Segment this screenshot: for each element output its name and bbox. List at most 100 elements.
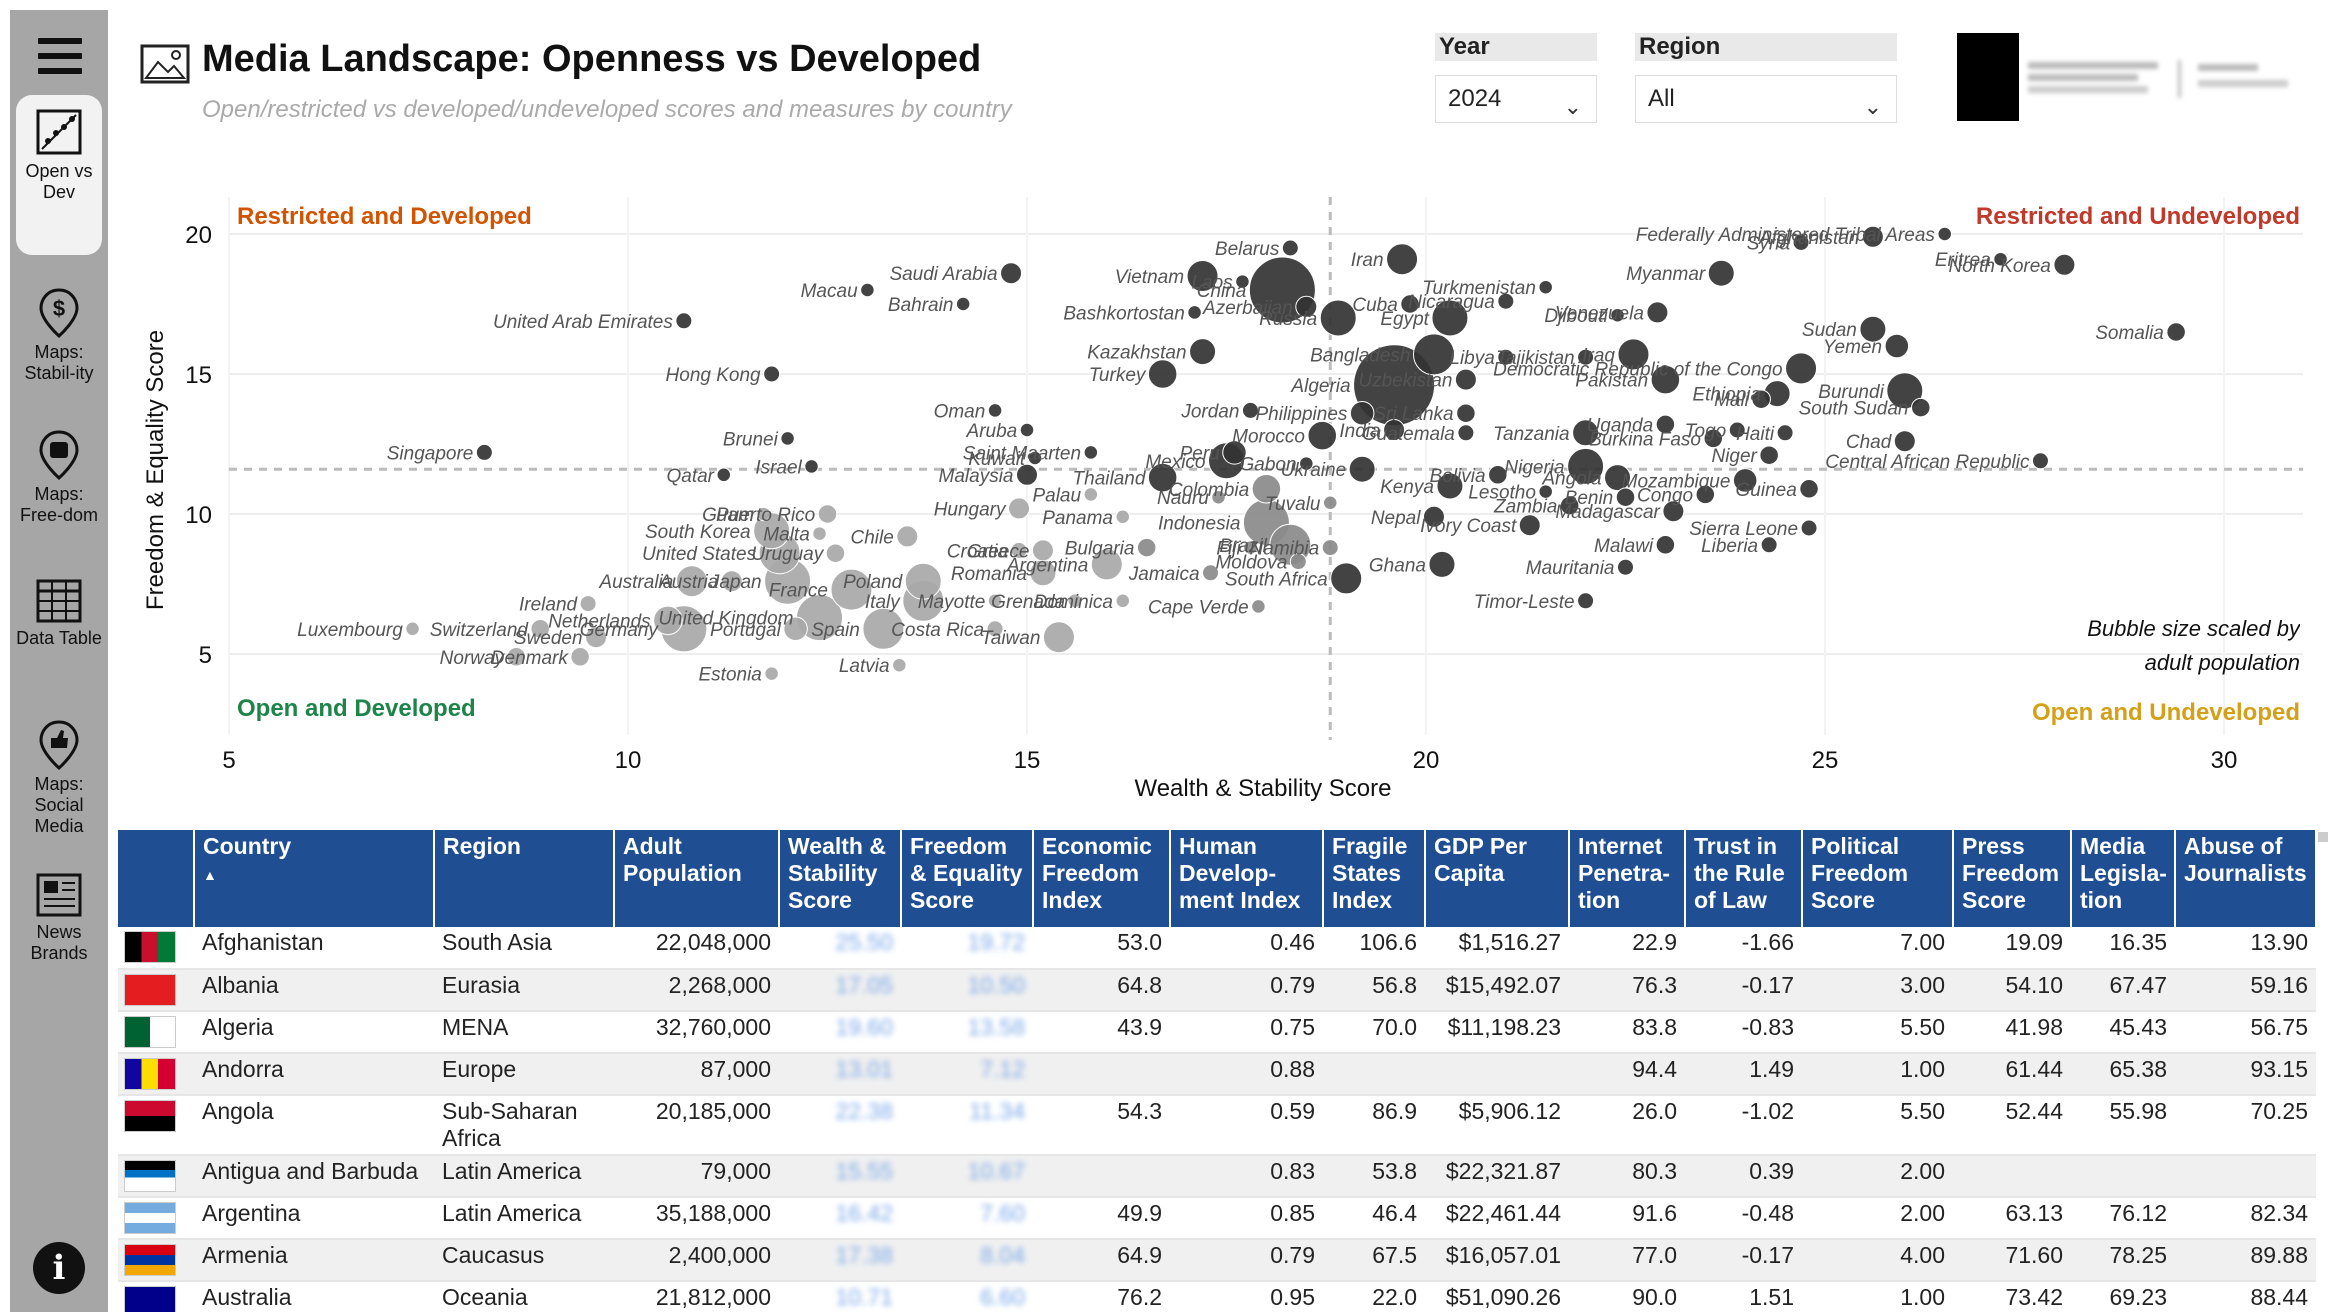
bubble-point <box>1147 359 1178 389</box>
table-row[interactable]: Afghanistan South Asia 22,048,000 25.50 19.7… <box>118 927 2316 970</box>
point-label: Democratic Republic of the Congo <box>1493 359 1782 380</box>
table-row[interactable]: Albania Eurasia 2,268,000 17.05 10.50 64.8 0.7… <box>118 969 2316 1012</box>
armenia-flag-icon <box>124 1244 176 1276</box>
point-label: Croatia <box>947 541 1008 562</box>
nav-news-brands[interactable]: News Brands <box>16 872 102 982</box>
sort-ascending-icon[interactable]: ▲ <box>203 867 217 883</box>
australia-flag-icon <box>124 1286 176 1312</box>
table-cell: 13.58 <box>901 1011 1033 1054</box>
table-cell: Afghanistan <box>194 927 434 970</box>
column-header[interactable] <box>118 830 195 927</box>
quadrant-label-top-right: Restricted and Undeveloped <box>1976 203 2300 230</box>
bubble-point <box>862 607 905 650</box>
region-dropdown[interactable]: All ⌄ <box>1635 75 1897 123</box>
column-header[interactable]: Human Develop-ment Index <box>1170 830 1324 927</box>
table-cell: Albania <box>194 969 434 1012</box>
table-cell: 106.6 <box>1323 927 1425 970</box>
bubble-point <box>830 568 873 611</box>
table-cell: MENA <box>434 1011 614 1054</box>
column-header[interactable]: GDP Per Capita <box>1425 830 1570 927</box>
point-label: Mozambique <box>1622 471 1731 492</box>
table-cell: 56.75 <box>2175 1011 2316 1054</box>
table-row[interactable]: Andorra Europe 87,000 13.01 7.12 0.88 94.4 1.49… <box>118 1053 2316 1096</box>
data-table: Country ▲ Region Adult Population Wealth & S… <box>118 830 2317 1312</box>
point-label: Hong Kong <box>666 365 762 386</box>
y-axis-label: Freedom & Equality Score <box>142 330 169 610</box>
table-cell: 94.4 <box>1569 1053 1685 1096</box>
nav-data-table[interactable]: Data Table <box>16 578 102 688</box>
point-label: Ireland <box>519 595 579 616</box>
table-cell: -0.17 <box>1685 969 1802 1012</box>
x-tick-label: 10 <box>615 747 642 774</box>
table-cell: 0.75 <box>1170 1011 1323 1054</box>
table-row[interactable]: Armenia Caucasus 2,400,000 17.38 8.04 64.9 0.7… <box>118 1239 2316 1282</box>
table-cell: 22.0 <box>1323 1281 1425 1312</box>
table-cell: $1,516.27 <box>1425 927 1569 970</box>
year-dropdown[interactable]: 2024 ⌄ <box>1435 75 1597 123</box>
table-cell: 4.00 <box>1802 1239 1953 1282</box>
column-header[interactable]: Media Legisla-tion <box>2071 830 2176 927</box>
point-label: Niger <box>1711 446 1757 467</box>
point-label: Cape Verde <box>1148 597 1249 618</box>
table-row[interactable]: Antigua and Barbuda Latin America 79,000 15… <box>118 1155 2316 1198</box>
point-label: Peru <box>1180 443 1221 464</box>
table-cell: $16,057.01 <box>1425 1239 1569 1282</box>
table-scrollbar[interactable] <box>2318 832 2328 842</box>
image-icon <box>140 44 190 84</box>
table-cell: 64.9 <box>1033 1239 1170 1282</box>
column-header[interactable]: Adult Population <box>614 830 780 927</box>
table-row[interactable]: Algeria MENA 32,760,000 19.60 13.58 43.9 0.75 7… <box>118 1011 2316 1054</box>
column-header[interactable]: Country ▲ <box>194 830 435 927</box>
table-row[interactable]: Argentina Latin America 35,188,000 16.42 7.6… <box>118 1197 2316 1240</box>
table-cell: 43.9 <box>1033 1011 1170 1054</box>
point-label: Estonia <box>699 665 762 686</box>
point-label: Spain <box>811 620 860 641</box>
table-cell: 89.88 <box>2175 1239 2316 1282</box>
point-label: China <box>1197 281 1247 302</box>
table-cell: 41.98 <box>1953 1011 2071 1054</box>
table-cell: 59.16 <box>2175 969 2316 1012</box>
nav-maps-stability[interactable]: $ Maps: Stabil-ity <box>16 288 102 408</box>
antigua-flag-icon <box>124 1160 176 1192</box>
data-table-container[interactable]: Country ▲ Region Adult Population Wealth & S… <box>118 830 2318 1312</box>
bubble-point <box>783 616 808 642</box>
nav-maps-freedom[interactable]: Maps: Free-dom <box>16 430 102 550</box>
bubble-point <box>653 605 683 636</box>
column-header[interactable]: Political Freedom Score <box>1802 830 1954 927</box>
bubble-point <box>1792 233 1810 251</box>
info-icon[interactable]: i <box>33 1242 85 1294</box>
nav-data-table-label: Data Table <box>16 628 102 648</box>
hamburger-menu-icon[interactable] <box>38 38 82 78</box>
point-label: South Sudan <box>1799 399 1909 420</box>
nav-maps-social-media[interactable]: Maps: Social Media <box>16 720 102 845</box>
column-header[interactable]: Fragile States Index <box>1323 830 1426 927</box>
table-row[interactable]: Australia Oceania 21,812,000 10.71 6.60 76.2 0… <box>118 1281 2316 1312</box>
column-header[interactable]: Trust in the Rule of Law <box>1685 830 1803 927</box>
bubble-point <box>1436 472 1464 500</box>
table-cell: 56.8 <box>1323 969 1425 1012</box>
bubble-point <box>675 565 708 598</box>
table-cell <box>1323 1053 1425 1096</box>
point-label: Nepal <box>1371 508 1421 529</box>
point-label: Turkey <box>1089 365 1147 386</box>
column-header[interactable]: Wealth & Stability Score <box>779 830 902 927</box>
column-header[interactable]: Abuse of Journalists <box>2175 830 2317 927</box>
column-header[interactable]: Internet Penetra-tion <box>1569 830 1686 927</box>
point-label: Italy <box>865 592 901 613</box>
column-header[interactable]: Economic Freedom Index <box>1033 830 1171 927</box>
bubble-point <box>1428 550 1456 578</box>
bubble-point <box>530 619 550 639</box>
argentina-flag-icon <box>124 1202 176 1234</box>
flag-cell <box>118 1197 194 1240</box>
table-row[interactable]: Angola Sub-Saharan Africa 20,185,000 22.38 1… <box>118 1095 2316 1156</box>
point-label: Portugal <box>710 620 782 641</box>
table-body: Afghanistan South Asia 22,048,000 25.50 19.7… <box>118 927 2316 1312</box>
table-cell: Oceania <box>434 1281 614 1312</box>
column-header[interactable]: Freedom & Equality Score <box>901 830 1034 927</box>
column-header[interactable]: Press Freedom Score <box>1953 830 2072 927</box>
point-label: Burundi <box>1818 382 1884 403</box>
column-header[interactable]: Region <box>434 830 615 927</box>
nav-open-vs-dev[interactable]: Open vs Dev <box>16 95 102 255</box>
bubble-point <box>675 312 693 330</box>
bubble-point <box>1650 364 1681 395</box>
